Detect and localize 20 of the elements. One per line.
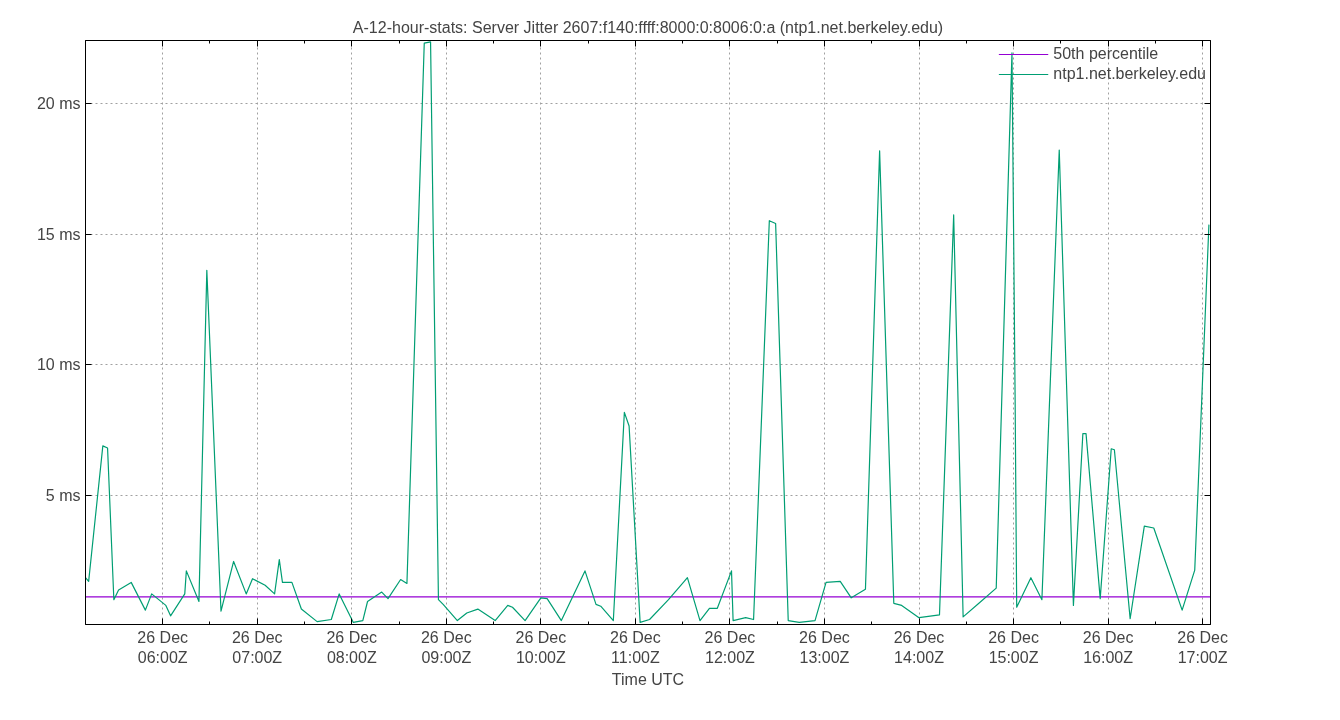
x-tick-label: 26 Dec 14:00Z <box>893 628 945 666</box>
y-tick-label: 20 ms <box>36 94 81 112</box>
legend-label: 50th percentile <box>1053 45 1159 63</box>
chart-title: A-12-hour-stats: Server Jitter 2607:f140:ffff:8000:0:8006:0:a (ntp1.net.berkeley.edu) <box>352 18 944 36</box>
y-tick-label: 5 ms <box>45 487 81 505</box>
y-tick-label: 15 ms <box>36 225 81 243</box>
x-tick-label: 26 Dec 12:00Z <box>704 628 756 666</box>
legend-label: ntp1.net.berkeley.edu <box>1053 65 1206 83</box>
x-tick-label: 26 Dec 07:00Z <box>231 628 283 666</box>
x-tick-label: 26 Dec 10:00Z <box>515 628 567 666</box>
y-tick-label: 10 ms <box>36 356 81 374</box>
x-tick-label: 26 Dec 11:00Z <box>610 628 661 666</box>
x-axis-title: Time UTC <box>611 670 685 688</box>
x-tick-label: 26 Dec 13:00Z <box>799 628 850 666</box>
x-tick-label: 26 Dec 06:00Z <box>137 628 189 666</box>
x-tick-label: 26 Dec 17:00Z <box>1177 628 1228 666</box>
x-tick-label: 26 Dec 15:00Z <box>988 628 1039 666</box>
x-tick-label: 26 Dec 08:00Z <box>326 628 378 666</box>
x-tick-label: 26 Dec 09:00Z <box>420 628 472 666</box>
x-tick-label: 26 Dec 16:00Z <box>1082 628 1134 666</box>
